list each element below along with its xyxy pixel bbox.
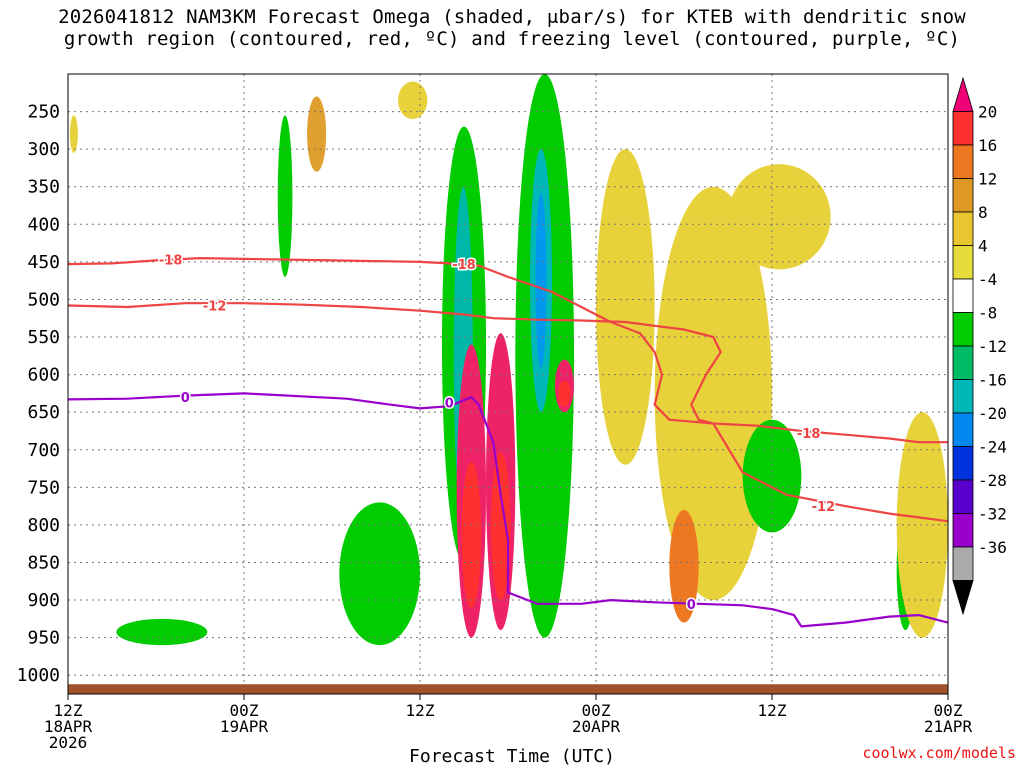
colorbar-swatch-6 [952,278,974,313]
site-credit: coolwx.com/models [862,744,1016,762]
y-tick-900: 900 [27,590,60,611]
colorbar-swatch-4 [952,211,974,246]
colorbar-swatch-3 [952,178,974,213]
contour-label-2-0: 0 [181,391,190,406]
y-tick-550: 550 [27,327,60,348]
y-tick-450: 450 [27,252,60,273]
x-tick-label-0-2: 2026 [49,733,88,752]
chart-title: 2026041812 NAM3KM Forecast Omega (shaded… [0,6,1024,50]
y-tick-600: 600 [27,365,60,386]
x-tick-label-4-0: 12Z [758,701,787,720]
chart-title-line-1: 2026041812 NAM3KM Forecast Omega (shaded… [58,6,966,28]
colorbar-swatch-12 [952,479,974,514]
y-tick-800: 800 [27,515,60,536]
colorbar-label-1: 16 [978,136,997,155]
x-tick-label-2-0: 12Z [406,701,435,720]
y-tick-1000: 1000 [17,665,60,686]
omega-region-3 [277,115,293,277]
x-tick-label-3-0: 00Z [582,701,611,720]
y-tick-400: 400 [27,214,60,235]
colorbar-label-8: -16 [978,371,1007,390]
omega-region-19 [896,412,948,638]
contour-line-1 [68,302,948,523]
y-tick-850: 850 [27,552,60,573]
y-tick-500: 500 [27,289,60,310]
colorbar-label-4: 4 [978,237,988,256]
contour-label-1-1: -12 [812,500,836,515]
omega-region-10 [728,164,831,270]
colorbar-label-11: -28 [978,471,1007,490]
contour-line-0 [68,257,948,444]
colorbar: 20 16 12 8 4 -4 -8 -12 -16 -20 -24 -28 -32 -36 [952,76,1007,616]
omega-region-11 [339,502,420,646]
omega-region-9 [654,186,772,601]
colorbar-label-9: -20 [978,404,1007,423]
contour-label-2-2: 0 [687,598,696,613]
colorbar-swatch-2 [952,144,974,179]
omega-region-1 [398,81,428,120]
contour-label-0-2: -18 [797,427,821,442]
colorbar-label-6: -8 [978,304,997,323]
x-tick-label-1-1: 19APR [220,717,269,736]
omega-core-14 [490,452,511,601]
y-tick-350: 350 [27,177,60,198]
contour-label-0-0: -18 [159,254,183,269]
x-tick-label-3-1: 20APR [572,717,621,736]
y-tick-650: 650 [27,402,60,423]
colorbar-label-2: 12 [978,170,997,189]
colorbar-top-triangle [952,76,974,112]
colorbar-swatch-7 [952,312,974,347]
y-tick-700: 700 [27,440,60,461]
omega-region-16 [669,509,699,623]
contour-label-0-1: -18 [452,258,476,273]
colorbar-label-5: -4 [978,270,997,289]
colorbar-swatch-9 [952,379,974,414]
colorbar-bottom-triangle [952,580,974,616]
y-axis: 250 300 350 400 450 500 550 600 650 700 750 800 850 9… [17,102,60,687]
colorbar-swatch-1 [952,111,974,146]
colorbar-swatch-11 [952,446,974,481]
contour-label-2-1: 0 [445,396,454,411]
colorbar-label-13: -36 [978,538,1007,557]
x-tick-label-0-0: 12Z [54,701,83,720]
colorbar-swatch-10 [952,412,974,447]
colorbar-swatch-5 [952,245,974,280]
omega-region-8 [596,149,655,465]
y-tick-250: 250 [27,102,60,123]
x-tick-label-5-0: 00Z [934,701,963,720]
terrain-ground [68,684,948,694]
colorbar-label-3: 8 [978,203,988,222]
omega-shading [69,74,948,646]
y-tick-950: 950 [27,628,60,649]
omega-core-15 [558,380,571,407]
omega-core-13 [461,461,482,609]
omega-region-12 [116,618,208,646]
y-tick-300: 300 [27,139,60,160]
chart-title-line-2: growth region (contoured, red, ºC) and f… [63,28,961,50]
contour-label-1-0: -12 [203,299,227,314]
omega-core-7 [535,192,547,369]
colorbar-label-0: 20 [978,103,997,122]
colorbar-label-10: -24 [978,438,1007,457]
x-tick-label-1-0: 00Z [230,701,259,720]
y-tick-750: 750 [27,477,60,498]
contour-line-2 [68,392,948,628]
x-tick-label-0-1: 18APR [44,717,93,736]
x-axis-title: Forecast Time (UTC) [409,746,615,767]
colorbar-swatch-14 [952,546,974,581]
omega-region-2 [307,96,327,172]
colorbar-label-12: -32 [978,505,1007,524]
plot-frame [67,73,949,695]
colorbar-label-7: -12 [978,337,1007,356]
omega-region-0 [69,115,78,153]
colorbar-swatch-8 [952,345,974,380]
x-tick-label-5-1: 21APR [924,717,973,736]
temperature-contours: -18 -18 -18 -12 -12 0 0 0 [68,252,948,628]
terrain [68,684,948,694]
gridlines [68,74,948,694]
colorbar-swatch-13 [952,513,974,548]
